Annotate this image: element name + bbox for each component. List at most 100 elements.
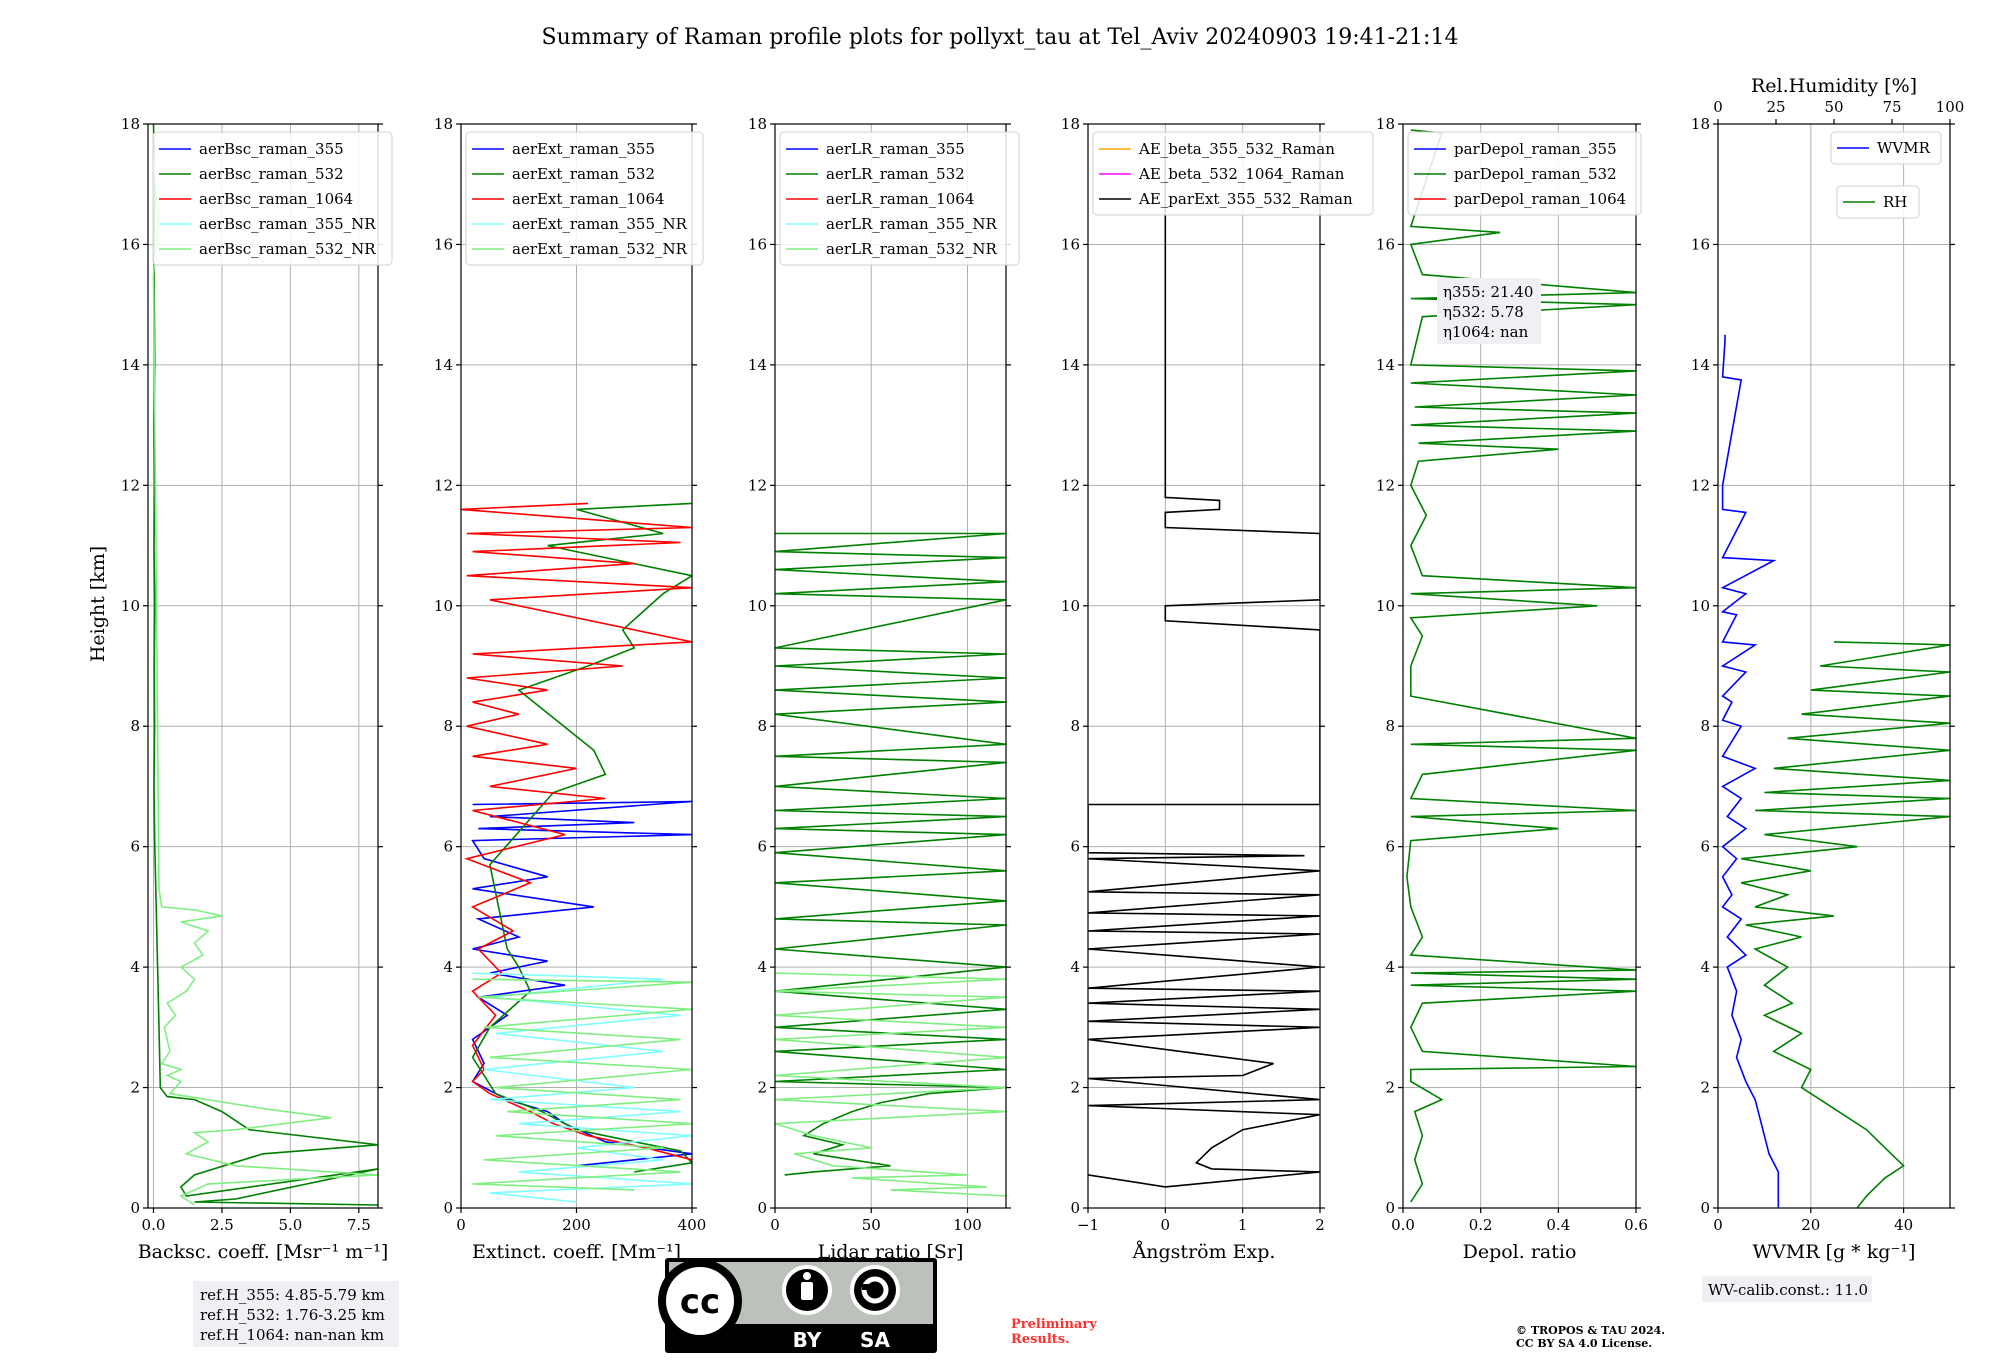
legend-label: aerBsc_raman_532_NR [199,240,376,258]
y-tick-label: 14 [1376,356,1395,374]
preliminary-line-2: Results. [1011,1332,1070,1347]
y-tick-label: 6 [1700,838,1710,856]
eta-1064: η1064: nan [1443,323,1529,341]
series-line-aerExt_raman_355 [471,800,692,1167]
legend-label: aerLR_raman_1064 [826,190,974,208]
panel-depolarization: 0 2 4 6 8 10 12 14 16 18 0.0 0.2 0.4 0.6 Depol. ratio p… [1376,115,1648,1263]
y-tick-label: 16 [121,235,140,253]
x-tick-label: 40 [1894,1216,1913,1234]
legend: AE_beta_355_532_Raman AE_beta_532_1064_Ra… [1092,131,1374,216]
legend-label: WVMR [1877,139,1931,157]
y-tick-label: 0 [1070,1199,1080,1217]
x-tick-label: 0.2 [1469,1216,1493,1234]
y-tick-label: 6 [1385,838,1395,856]
y-tick-label: 8 [443,717,453,735]
axes-frame [1402,123,1637,1209]
y-tick-label: 14 [748,356,767,374]
x-axis-label: Lidar ratio [Sr] [818,1241,964,1263]
y-tick-label: 14 [434,356,453,374]
series-line-aerLR_raman_532 [775,532,1006,1176]
axes-frame [1087,123,1321,1209]
y-tick-label: 18 [1376,115,1395,133]
x-tick-label: 2 [1315,1216,1325,1234]
legend-label: aerExt_raman_355 [512,140,655,158]
copyright-line-2: CC BY SA 4.0 License. [1516,1337,1652,1350]
legend-label: aerLR_raman_355 [826,140,965,158]
y-tick-label: 4 [1700,958,1710,976]
legend-label: aerBsc_raman_532 [199,165,344,183]
top-x-tick-label: 100 [1936,98,1965,116]
x-tick-label: 7.5 [347,1216,371,1234]
eta-532: η532: 5.78 [1443,303,1524,321]
x-tick-label: 2.5 [210,1216,234,1234]
y-tick-label: 8 [757,717,767,735]
y-tick-label: 0 [130,1199,140,1217]
series-line-aerBsc_raman_532_NR [152,154,378,1206]
y-tick-label: 2 [1385,1079,1395,1097]
y-tick-label: 6 [130,838,140,856]
legend-label: aerExt_raman_1064 [512,190,665,208]
y-tick-label: 0 [1385,1199,1395,1217]
y-tick-label: 2 [443,1079,453,1097]
y-tick-label: 18 [434,115,453,133]
ref-h-532: ref.H_532: 1.76-3.25 km [200,1306,385,1324]
legend-label: AE_parExt_355_532_Raman [1138,190,1353,208]
y-tick-label: 18 [1061,115,1080,133]
ref-h-1064: ref.H_1064: nan-nan km [200,1326,384,1344]
y-tick-label: 16 [434,235,453,253]
legend-label: AE_beta_532_1064_Raman [1138,165,1345,183]
x-tick-label: 1 [1238,1216,1248,1234]
x-tick-label: 0.0 [142,1216,166,1234]
y-tick-label: 2 [757,1079,767,1097]
y-tick-label: 12 [1376,476,1395,494]
y-tick-label: 8 [130,717,140,735]
y-tick-label: 12 [121,476,140,494]
series-line-AE_parExt_355_532_Raman [1088,136,1320,1188]
y-tick-label: 16 [1691,235,1710,253]
x-tick-label: 0 [770,1216,780,1234]
y-tick-label: 14 [1061,356,1080,374]
cc-license-badge: cc BY SA [658,1258,937,1353]
x-tick-label: 400 [678,1216,707,1234]
legend: aerExt_raman_355 aerExt_raman_532 aerExt_r… [465,131,704,266]
eta-355: η355: 21.40 [1443,283,1533,301]
legend-label: aerLR_raman_532_NR [826,240,997,258]
y-tick-label: 16 [1376,235,1395,253]
y-tick-label: 6 [443,838,453,856]
cc-sa-label: SA [860,1328,890,1352]
x-axis-label: Backsc. coeff. [Msr⁻¹ m⁻¹] [138,1241,389,1263]
svg-text:cc: cc [680,1282,720,1322]
x-tick-label: 0.0 [1391,1216,1415,1234]
top-x-tick-label: 0 [1713,98,1723,116]
y-tick-label: 4 [443,958,453,976]
y-tick-label: 6 [1070,838,1080,856]
y-tick-label: 0 [757,1199,767,1217]
y-tick-label: 8 [1070,717,1080,735]
legend-box [152,131,393,266]
series-line-aerExt_raman_1064 [461,502,692,1161]
wv-calib-box: WV-calib.const.: 11.0 [1702,1276,1872,1302]
x-tick-label: 50 [862,1216,881,1234]
panel-lidar_ratio: 0 2 4 6 8 10 12 14 16 18 0 50 100 Lidar ratio [Sr] aer… [748,115,1020,1263]
legend-label: RH [1883,193,1907,211]
legend-label: aerBsc_raman_355 [199,140,344,158]
legend-label: parDepol_raman_355 [1454,140,1617,158]
y-tick-label: 14 [121,356,140,374]
x-axis-label: Extinct. coeff. [Mm⁻¹] [472,1241,681,1263]
x-tick-label: 0.6 [1624,1216,1648,1234]
series-line-RH [1740,641,1950,1208]
y-tick-label: 12 [1691,476,1710,494]
y-tick-label: 10 [434,597,453,615]
legend: aerLR_raman_355 aerLR_raman_532 aerLR_rama… [779,131,1020,266]
top-x-tick-label: 50 [1824,98,1843,116]
height-axis-label: Height [km] [87,546,109,662]
x-tick-label: 0.4 [1546,1216,1570,1234]
by-attribution-icon [782,1265,832,1315]
x-tick-label: 5.0 [278,1216,302,1234]
y-tick-label: 4 [130,958,140,976]
legend-label: parDepol_raman_1064 [1454,190,1626,208]
y-tick-label: 16 [1061,235,1080,253]
x-tick-label: 0 [1713,1216,1723,1234]
